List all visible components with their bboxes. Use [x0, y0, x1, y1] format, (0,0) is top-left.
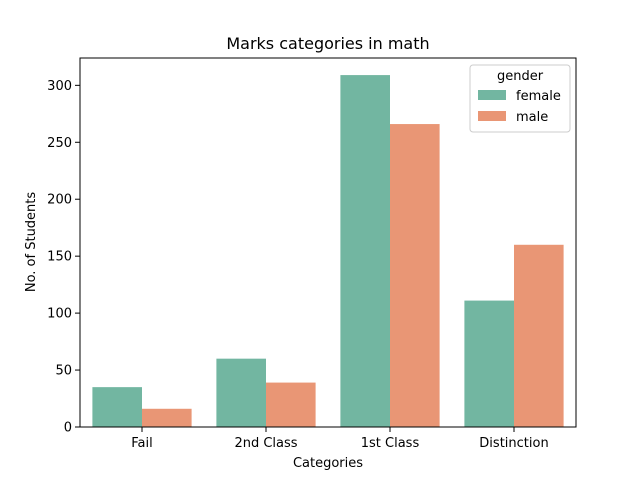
x-axis-label: Categories — [293, 456, 363, 471]
y-tick-label: 50 — [55, 364, 72, 379]
bar-2nd-class-female — [216, 358, 266, 427]
chart-title: Marks categories in math — [226, 34, 429, 53]
y-tick-label: 100 — [47, 307, 72, 322]
y-tick-label: 150 — [47, 250, 72, 265]
y-tick-label: 250 — [47, 136, 72, 151]
bar-distinction-male — [514, 244, 564, 427]
bar-1st-class-female — [340, 75, 390, 427]
bars-group — [92, 75, 564, 428]
y-tick-label: 200 — [47, 193, 72, 208]
x-tick-label-2nd-class: 2nd Class — [234, 436, 297, 451]
bar-fail-female — [92, 387, 142, 427]
legend-swatch-female — [478, 90, 506, 100]
bar-1st-class-male — [390, 124, 440, 428]
plot-frame — [79, 57, 577, 428]
y-tick-label: 300 — [47, 79, 72, 94]
y-tick-label: 0 — [64, 421, 72, 436]
bar-distinction-female — [464, 300, 514, 427]
x-tick-label-1st-class: 1st Class — [361, 436, 420, 451]
legend-title: gender — [497, 69, 544, 84]
legend-label-female: female — [516, 89, 561, 104]
legend: gender female male — [469, 64, 571, 133]
legend-label-male: male — [516, 110, 548, 125]
bar-2nd-class-male — [266, 382, 316, 427]
y-axis-label: No. of Students — [24, 192, 39, 293]
legend-swatch-male — [478, 111, 506, 121]
x-tick-label-distinction: Distinction — [479, 436, 548, 451]
y-axis: 0 50 100 150 200 250 300 — [47, 79, 80, 436]
x-tick-label-fail: Fail — [131, 436, 152, 451]
x-axis: Fail 2nd Class 1st Class Distinction — [131, 427, 549, 451]
bar-fail-male — [142, 408, 192, 427]
